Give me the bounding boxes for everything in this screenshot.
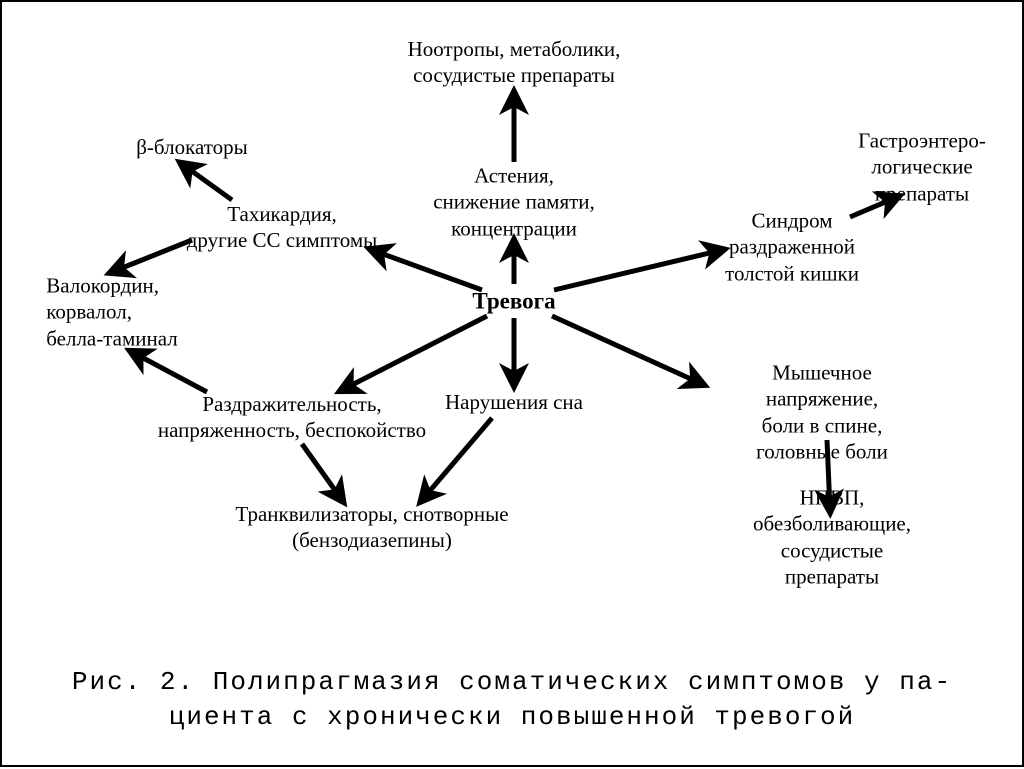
edge-center-to-tachy	[372, 250, 482, 290]
edge-irrit-to-valo	[132, 352, 207, 392]
figure-caption: Рис. 2. Полипрагмазия соматических симпт…	[2, 665, 1022, 735]
edge-sleep-to-tranq	[422, 418, 492, 500]
node-nootrop: Ноотропы, метаболики, сосудистые препара…	[408, 36, 621, 89]
node-center: Тревога	[472, 288, 555, 317]
edge-tachy-to-valo	[112, 240, 192, 272]
node-gastro: Гастроэнтеро- логические препараты	[858, 128, 986, 207]
node-sleep: Нарушения сна	[445, 389, 583, 415]
node-muscle: Мышечное напряжение, боли в спине, голов…	[722, 360, 922, 465]
node-nsaid: НПВП, обезболивающие, сосудистые препара…	[737, 485, 927, 590]
edge-tachy-to-bblock	[182, 164, 232, 200]
edge-center-to-irrit	[342, 316, 487, 390]
node-valo: Валокордин, корвалол, белла-таминал	[46, 273, 178, 352]
edge-center-to-ibs	[554, 250, 722, 290]
node-ibs: Синдром раздраженной толстой кишки	[725, 208, 859, 287]
node-asthenia: Астения, снижение памяти, концентрации	[433, 163, 595, 242]
node-tranq: Транквилизаторы, снотворные (бензодиазеп…	[235, 501, 508, 554]
diagram-canvas: Тревога Астения, снижение памяти, концент…	[0, 0, 1024, 767]
node-tachy: Тахикардия, другие СС симптомы	[187, 201, 378, 254]
node-bblock: β-блокаторы	[136, 134, 248, 160]
edge-irrit-to-tranq	[302, 444, 342, 500]
node-irrit: Раздражительность, напряженность, беспок…	[158, 391, 426, 444]
edge-center-to-muscle	[552, 316, 702, 384]
